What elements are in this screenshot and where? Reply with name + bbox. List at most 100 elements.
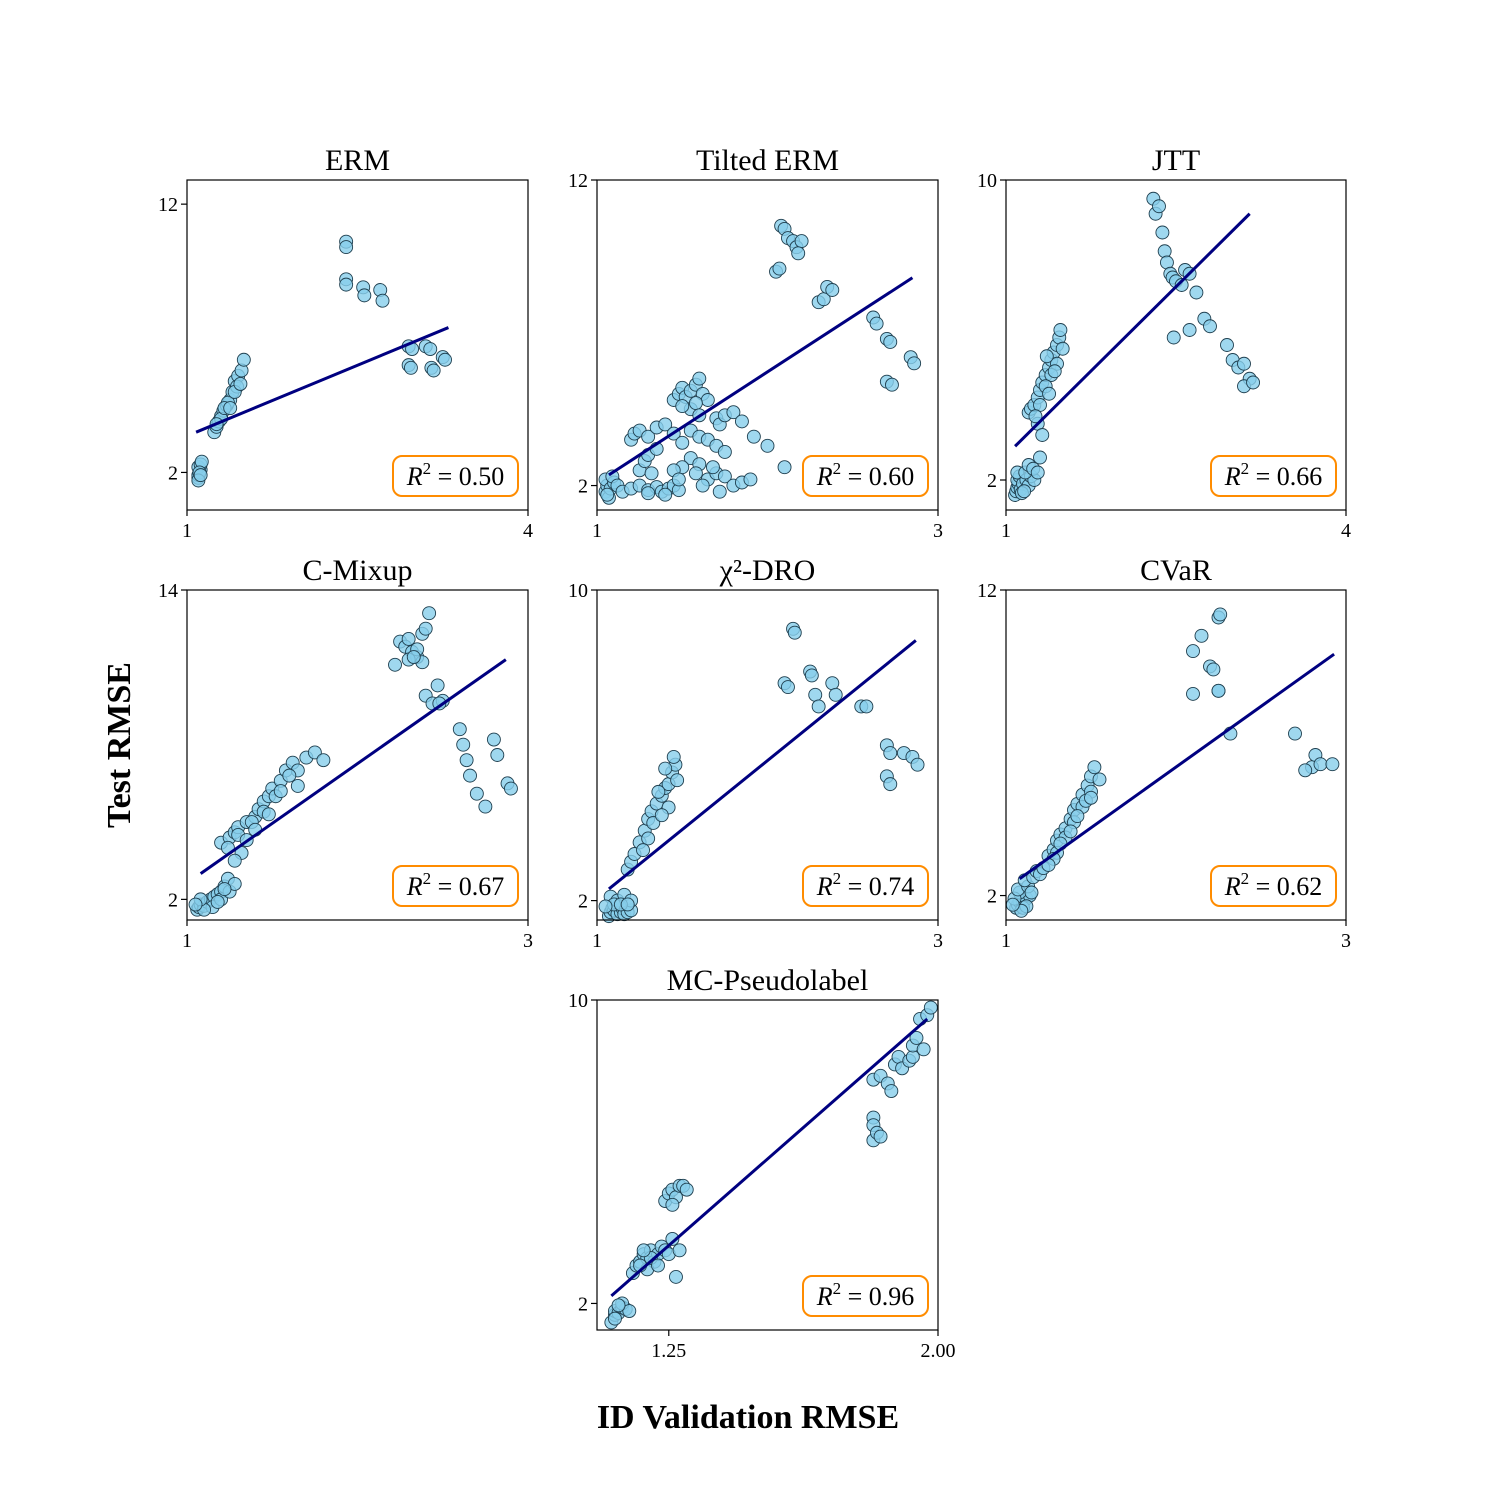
data-point <box>1206 662 1221 677</box>
data-point <box>665 1197 680 1212</box>
regression-line <box>1014 212 1251 448</box>
regression-line <box>608 276 914 477</box>
data-point <box>1220 338 1234 352</box>
r-squared-annotation: R2 = 0.62 <box>1210 865 1337 907</box>
regression-line <box>607 639 917 891</box>
data-point <box>463 768 477 783</box>
data-point <box>403 360 418 375</box>
r-squared-annotation: R2 = 0.60 <box>802 455 929 497</box>
data-point <box>923 1000 938 1015</box>
subplot: χ²-DRO 1 3 2 10 R2 = 0.74 <box>568 554 943 952</box>
y-tick-label: 14 <box>158 580 178 602</box>
data-point <box>486 732 501 747</box>
data-point <box>760 438 775 453</box>
data-point <box>884 1084 899 1098</box>
axes-frame <box>186 179 529 511</box>
data-point <box>825 676 840 691</box>
data-point <box>675 399 690 414</box>
subplot-title: Tilted ERM <box>696 144 839 177</box>
r-squared-annotation: R2 = 0.67 <box>392 865 519 907</box>
subplot-title: ERM <box>325 144 390 177</box>
x-tick-label: 1 <box>1001 930 1011 952</box>
x-tick-label: 1 <box>592 930 602 952</box>
data-point <box>808 687 823 702</box>
data-point <box>1047 364 1062 379</box>
axes-frame <box>1005 589 1347 921</box>
data-point <box>401 632 416 646</box>
data-point <box>490 748 505 762</box>
subplot-title: JTT <box>1152 144 1200 177</box>
data-point <box>651 1258 665 1273</box>
data-point <box>227 853 242 868</box>
data-point <box>1042 386 1057 401</box>
data-point <box>794 234 809 249</box>
data-point <box>658 487 673 502</box>
data-point <box>452 722 467 737</box>
data-point <box>1070 809 1085 824</box>
data-point <box>598 899 613 914</box>
data-point <box>746 429 761 444</box>
scatter-points <box>191 234 452 488</box>
y-axis-label: Test RMSE <box>101 662 138 828</box>
data-point <box>859 699 874 714</box>
x-tick-label: 3 <box>933 930 943 952</box>
x-tick-label: 3 <box>1341 930 1351 952</box>
data-point <box>675 435 690 450</box>
data-point <box>787 625 802 640</box>
data-point <box>1313 757 1328 772</box>
data-point <box>1237 356 1251 371</box>
subplot: ERM 1 4 2 12 R2 = 0.50 <box>158 144 533 542</box>
data-point <box>1174 278 1189 292</box>
r-squared-annotation: R2 = 0.96 <box>802 1275 929 1317</box>
x-tick-label: 2.00 <box>921 1340 956 1362</box>
annotation-box <box>392 865 519 907</box>
y-tick-label: 12 <box>158 194 178 216</box>
data-point <box>620 897 635 912</box>
data-point <box>885 377 899 392</box>
data-point <box>1005 897 1020 912</box>
data-point <box>1246 375 1261 390</box>
subplot: MC-Pseudolabel 1.25 2.00 2 10 R2 = 0.96 <box>568 964 956 1362</box>
data-point <box>907 356 922 371</box>
data-point <box>223 401 238 415</box>
data-point <box>236 352 251 367</box>
annotation-box <box>392 455 519 497</box>
subplot: JTT 1 4 2 10 R2 = 0.66 <box>977 144 1351 542</box>
data-point <box>688 396 703 411</box>
data-point <box>636 843 650 858</box>
data-point <box>726 405 741 420</box>
data-point <box>1017 484 1032 499</box>
regression-line <box>195 326 450 434</box>
scatter-points <box>188 606 518 917</box>
data-point <box>641 429 656 444</box>
annotation-box <box>802 455 929 497</box>
data-point <box>233 376 248 391</box>
data-point <box>1055 341 1070 356</box>
data-point <box>406 650 421 664</box>
data-point <box>679 1182 694 1197</box>
annotation-box <box>802 865 929 907</box>
data-point <box>422 606 437 621</box>
data-point <box>883 777 898 792</box>
r-squared-annotation: R2 = 0.66 <box>1210 455 1337 497</box>
data-point <box>611 1298 626 1313</box>
data-point <box>1039 349 1054 364</box>
data-point <box>622 1304 637 1318</box>
data-point <box>1152 199 1166 214</box>
data-point <box>665 1232 680 1246</box>
x-tick-label: 1.25 <box>651 1340 686 1362</box>
data-point <box>658 417 673 432</box>
data-point <box>1213 607 1228 622</box>
data-point <box>1092 772 1107 787</box>
data-point <box>210 895 225 909</box>
r-squared-text: R2 = 0.74 <box>816 869 915 901</box>
r-squared-text: R2 = 0.50 <box>406 459 505 491</box>
data-point <box>273 784 288 799</box>
x-tick-label: 1 <box>592 520 602 542</box>
r-squared-text: R2 = 0.67 <box>406 869 505 901</box>
data-point <box>644 466 659 481</box>
data-point <box>705 460 720 475</box>
annotation-box <box>802 1275 929 1317</box>
